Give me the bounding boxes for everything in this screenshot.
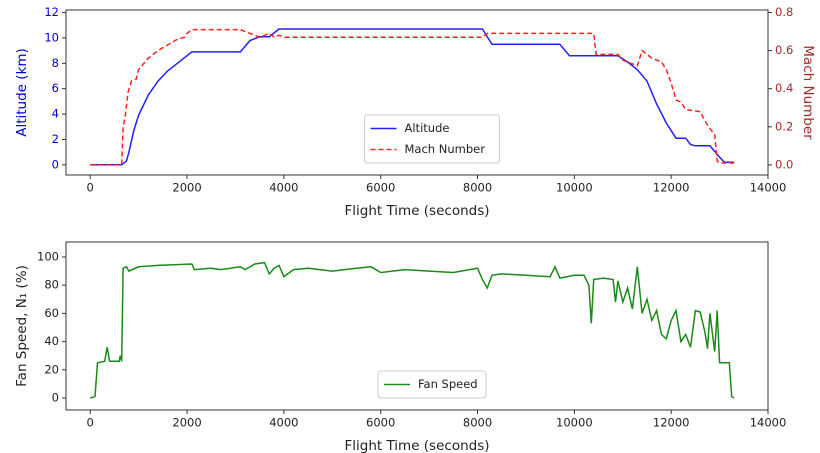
legend-label: Mach Number — [405, 142, 486, 156]
x-tick-label: 2000 — [172, 416, 201, 430]
legend-label: Altitude — [405, 121, 450, 135]
x-tick-label: 12000 — [653, 416, 690, 430]
x-tick-label: 8000 — [463, 416, 492, 430]
y-tick-label: 12 — [44, 5, 59, 19]
y2-tick-label: 0.2 — [775, 119, 793, 133]
x-tick-label: 10000 — [556, 181, 593, 195]
legend-box — [377, 370, 487, 399]
data-line — [90, 28, 735, 166]
legend-box — [364, 114, 500, 164]
y2-tick-label: 0.6 — [775, 43, 793, 57]
y-axis-label: Fan Speed, N₁ (%) — [14, 265, 30, 387]
legend-label: Fan Speed — [418, 377, 478, 391]
y-tick-label: 20 — [44, 362, 59, 376]
x-tick-label: 12000 — [653, 181, 690, 195]
axes-frame — [65, 241, 769, 411]
x-tick-label: 8000 — [463, 181, 492, 195]
y-tick-label: 40 — [44, 334, 59, 348]
y-tick-label: 0 — [52, 157, 59, 171]
y-tick-label: 10 — [44, 30, 59, 44]
x-axis-label: Flight Time (seconds) — [344, 203, 489, 219]
x-tick-label: 0 — [87, 181, 94, 195]
x-tick-label: 4000 — [269, 181, 298, 195]
y-axis-label: Altitude (km) — [14, 48, 30, 137]
y2-tick-label: 0.4 — [775, 81, 793, 95]
data-line — [90, 28, 735, 166]
y-tick-label: 100 — [37, 249, 59, 263]
data-line — [89, 261, 735, 399]
y2-axis-label: Mach Number — [800, 45, 816, 140]
axes-frame — [65, 9, 769, 176]
y-tick-label: 6 — [52, 81, 59, 95]
x-axis-label: Flight Time (seconds) — [344, 438, 489, 453]
x-tick-label: 2000 — [172, 181, 201, 195]
x-tick-label: 14000 — [750, 416, 787, 430]
x-tick-label: 6000 — [366, 181, 395, 195]
y-tick-label: 2 — [52, 132, 59, 146]
y-tick-label: 4 — [52, 107, 59, 121]
y-tick-label: 60 — [44, 306, 59, 320]
x-tick-label: 6000 — [366, 416, 395, 430]
x-tick-label: 0 — [87, 416, 94, 430]
y-tick-label: 0 — [52, 391, 59, 405]
x-tick-label: 10000 — [556, 416, 593, 430]
x-tick-label: 14000 — [750, 181, 787, 195]
y2-tick-label: 0.8 — [775, 5, 793, 19]
y2-tick-label: 0.0 — [775, 157, 793, 171]
x-tick-label: 4000 — [269, 416, 298, 430]
y-tick-label: 80 — [44, 278, 59, 292]
y-tick-label: 8 — [52, 56, 59, 70]
